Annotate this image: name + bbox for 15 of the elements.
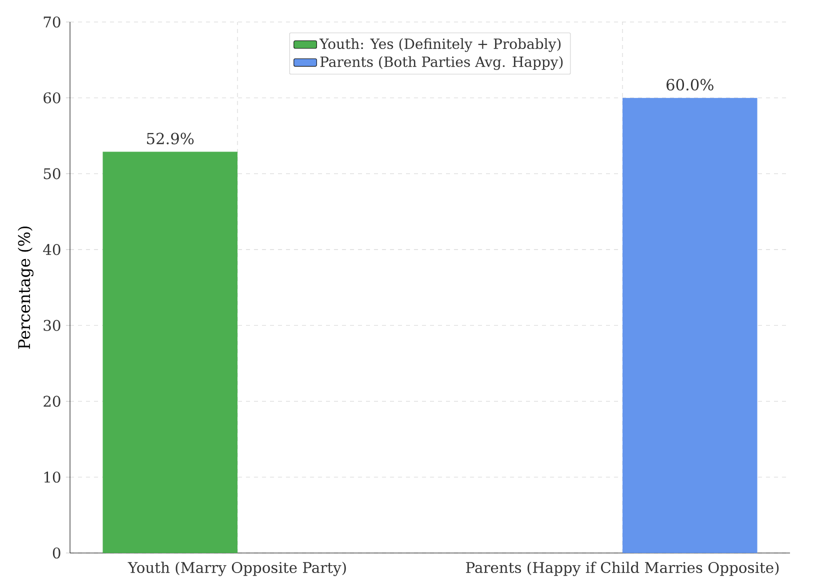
y-tick-label: 30 xyxy=(44,320,60,331)
y-tick-label: 50 xyxy=(44,168,60,180)
y-tick-label: 60 xyxy=(44,92,60,104)
legend-label: Youth: Yes (Definitely + Probably) xyxy=(319,38,561,52)
y-tick-label: 40 xyxy=(43,244,60,256)
legend-label: Parents (Both Parties Avg. Happy) xyxy=(320,56,563,70)
y-tick-label: 10 xyxy=(44,472,60,483)
y-tick-label: 20 xyxy=(44,396,60,407)
data-label: 52.9% xyxy=(147,132,194,144)
x-tick-label: Youth (Marry Opposite Party) xyxy=(128,562,346,576)
x-tick-label: Parents (Happy if Child Marries Opposite) xyxy=(466,562,779,576)
data-label: 60.0% xyxy=(666,78,714,90)
y-axis-title: Percentage (%) xyxy=(18,226,34,349)
y-tick-label: 70 xyxy=(44,16,60,28)
y-tick-label: 0 xyxy=(52,547,60,559)
